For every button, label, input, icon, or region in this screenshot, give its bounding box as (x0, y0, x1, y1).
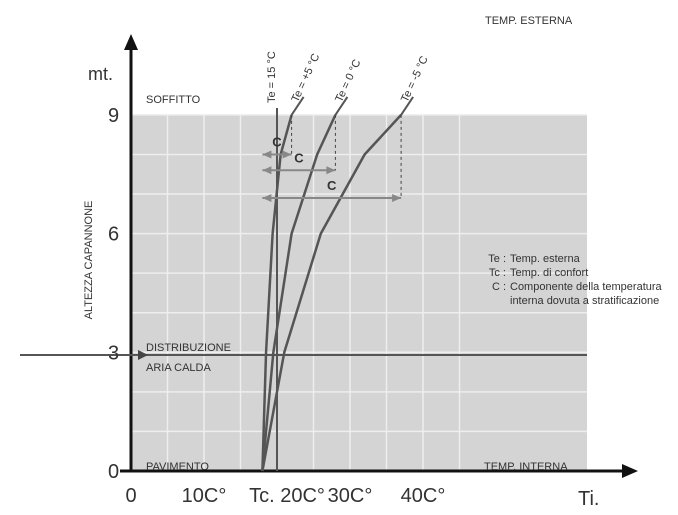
y-tick-label: 0 (108, 461, 119, 483)
series-line (261, 114, 337, 472)
arrowhead-left (262, 166, 272, 175)
y-axis-title: ALTEZZA CAPANNONE (83, 201, 95, 320)
legend-key: Te : (488, 253, 506, 265)
x-unit-label: Ti. (578, 488, 599, 510)
legend-item: C : Componente della temperatura interna … (472, 280, 677, 308)
series-label: Te = +5 °C (289, 52, 322, 104)
x-tick-label: 30C° (328, 485, 373, 507)
y-tick-label: 3 (108, 342, 119, 364)
arrowhead-right (282, 150, 292, 159)
reference-arrowhead (138, 350, 148, 360)
legend-text: Temp. di confort (510, 267, 589, 279)
zone-label-top: SOFFITTO (146, 94, 201, 106)
stratification-label: C (272, 134, 282, 149)
series-line-extension (400, 96, 414, 116)
arrowhead-right (326, 166, 336, 175)
series-line (261, 114, 403, 472)
stratification-label: C (294, 150, 304, 165)
arrowhead-right (392, 193, 402, 202)
legend: Te : Temp. esterna Tc : Temp. di confort C :… (472, 252, 677, 308)
series-label: Te = 0 °C (333, 58, 363, 105)
legend-text: Temp. esterna (510, 253, 580, 265)
legend-key: C : (491, 281, 506, 293)
corner-label: TEMP. ESTERNA (485, 15, 573, 27)
y-tick-label: 9 (108, 105, 119, 127)
arrowhead-left (262, 150, 272, 159)
zone-label-mid-1: DISTRIBUZIONE (146, 342, 231, 354)
x-tick-label: 10C° (182, 485, 227, 507)
x-tick-label: 0 (125, 485, 136, 507)
series-line-extension (290, 96, 305, 116)
y-axis-arrowhead (124, 34, 138, 50)
legend-text: Componente della temperatura interna dov… (510, 281, 662, 307)
legend-key: Tc : (488, 267, 506, 279)
x-tick-label: 40C° (401, 485, 446, 507)
comfort-line-label: Te = 15 °C (266, 51, 278, 103)
legend-item: Tc : Temp. di confort (472, 266, 677, 280)
y-unit-label: mt. (88, 64, 113, 84)
series-line-extension (334, 96, 349, 116)
zone-label-bottom: PAVIMENTO (146, 461, 209, 473)
series-label: Te = -5 °C (399, 54, 431, 104)
x-tick-label: Tc. 20C° (249, 485, 325, 507)
arrowhead-left (262, 193, 272, 202)
zone-label-x-right: TEMP. INTERNA (484, 461, 568, 473)
zone-label-mid-2: ARIA CALDA (146, 362, 211, 374)
y-tick-label: 6 (108, 224, 119, 246)
series-line (261, 114, 293, 472)
x-axis-arrowhead (622, 464, 638, 478)
stratification-label: C (327, 178, 337, 193)
grid-background (131, 114, 587, 472)
legend-item: Te : Temp. esterna (472, 252, 677, 266)
